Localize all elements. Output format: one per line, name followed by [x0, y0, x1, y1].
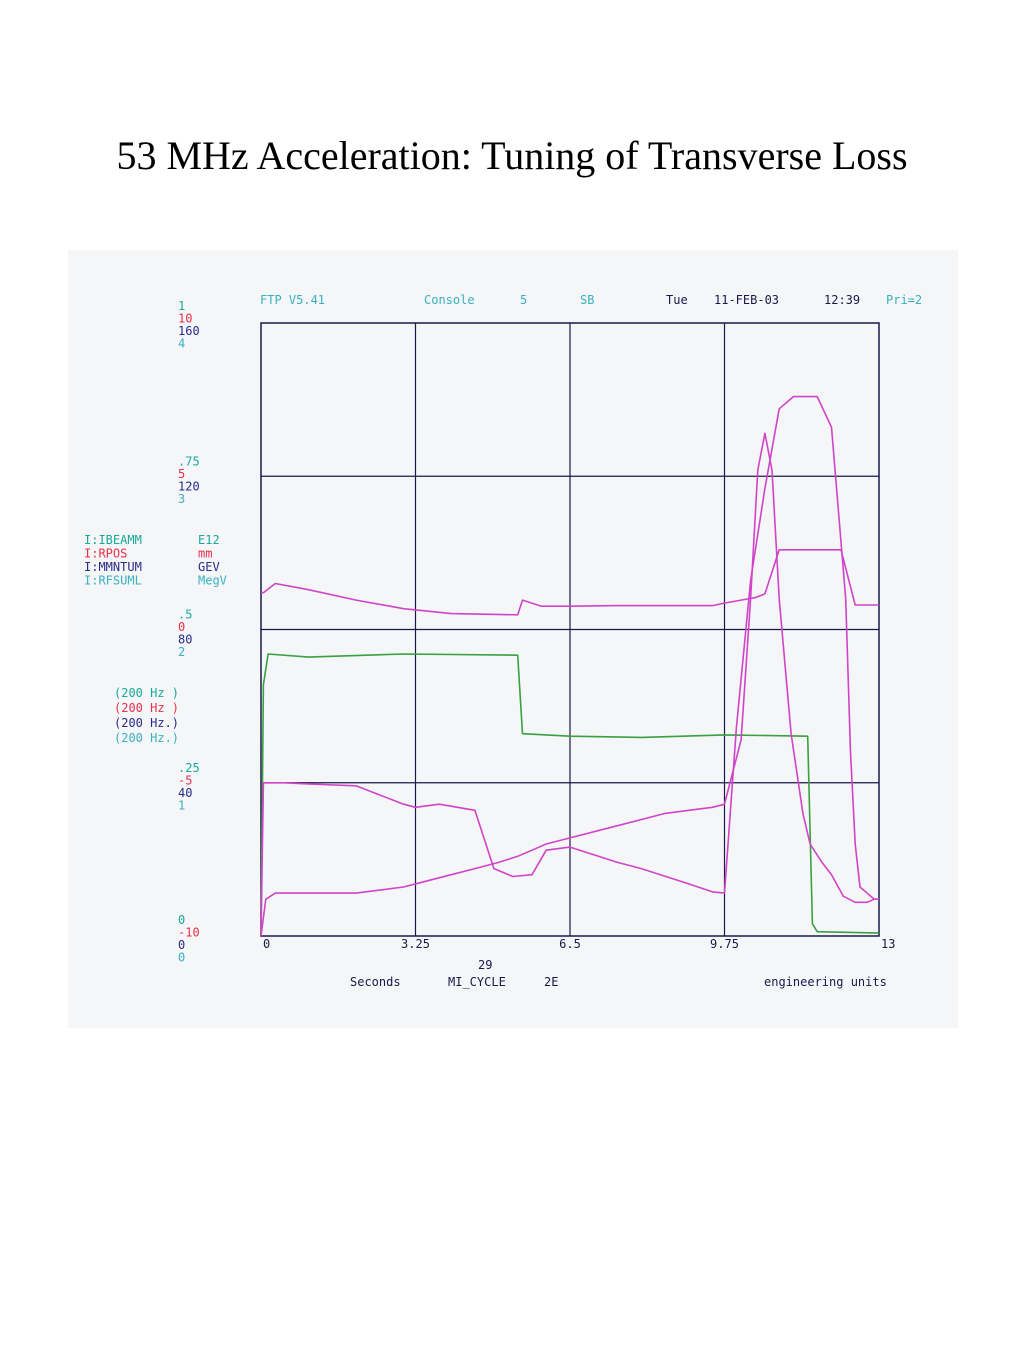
channel-name: I:RFSUML — [84, 574, 142, 588]
y-scale-label: 80 — [178, 633, 192, 647]
y-scale-label: 5 — [178, 467, 185, 481]
channel-unit: mm — [198, 547, 212, 561]
header-console: Console — [424, 293, 475, 307]
traces — [260, 395, 879, 937]
x-tick-label: 6.5 — [559, 937, 581, 951]
channel-legend: I:IBEAMM E12 I:RPOS mm I:MMNTUM GEV I:RFSUML Me… — [84, 533, 227, 588]
rate-legend: (200 Hz )(200 Hz )(200 Hz.)(200 Hz.) — [114, 686, 179, 745]
channel-rate: (200 Hz ) — [114, 686, 179, 700]
footer-seconds: Seconds — [350, 975, 401, 989]
y-scale-label: -5 — [178, 773, 192, 787]
y-scale-label: 2 — [178, 645, 185, 659]
trace-i-ibeamm — [261, 548, 879, 616]
x-tick-label: 3.25 — [401, 937, 430, 951]
x-tick-label: 9.75 — [710, 937, 739, 951]
header-version: FTP V5.41 — [260, 293, 325, 307]
header-pri: Pri=2 — [886, 293, 922, 307]
channel-name: I:MMNTUM — [84, 560, 142, 574]
channel-name: I:RPOS — [84, 547, 127, 561]
y-scale-label: 1 — [178, 798, 185, 812]
header-time: 12:39 — [824, 293, 860, 307]
x-tick-label: 13 — [881, 937, 895, 951]
footer-cycle-num: 29 — [478, 958, 492, 972]
trace-i-mmntum — [260, 432, 879, 937]
y-scale-label: .75 — [178, 454, 200, 468]
y-scale-label: 120 — [178, 479, 200, 493]
y-scale-label: 1 — [178, 299, 185, 313]
y-scale-label: 10 — [178, 312, 192, 326]
header-console-num: 5 — [520, 293, 527, 307]
plot-panel: FTP V5.41 Console 5 SB Tue 11-FEB-03 12:… — [68, 250, 958, 1028]
channel-unit: MegV — [198, 574, 227, 588]
y-scale-label: .25 — [178, 761, 200, 775]
y-scale-label: 0 — [178, 913, 185, 927]
y-scale-label: 3 — [178, 492, 185, 506]
y-scale-label: 0 — [178, 938, 185, 952]
channel-unit: GEV — [198, 560, 220, 574]
plot-grid — [260, 322, 880, 937]
footer-cycle-code: 2E — [544, 975, 558, 989]
trace-i-rpos — [260, 395, 879, 937]
footer-cycle: MI_CYCLE — [448, 975, 506, 989]
y-scale-label: .5 — [178, 608, 192, 622]
y-scale-label: 0 — [178, 620, 185, 634]
channel-rate: (200 Hz.) — [114, 731, 179, 745]
y-scale-label: -10 — [178, 926, 200, 940]
slide-title: 53 MHz Acceleration: Tuning of Transvers… — [116, 133, 908, 178]
y-scale-label: 0 — [178, 951, 185, 965]
header-sb: SB — [580, 293, 594, 307]
channel-rate: (200 Hz ) — [114, 701, 179, 715]
channel-unit: E12 — [198, 533, 220, 547]
channel-rate: (200 Hz.) — [114, 716, 179, 730]
x-tick-labels: 0 3.25 6.5 9.75 13 — [263, 937, 895, 951]
footer-units: engineering units — [764, 975, 887, 989]
x-tick-label: 0 — [263, 937, 270, 951]
y-scale-label: 40 — [178, 786, 192, 800]
header-date: 11-FEB-03 — [714, 293, 779, 307]
y-scale-label: 4 — [178, 337, 185, 351]
y-scale-label: 160 — [178, 324, 200, 338]
trace-i-rfsuml — [260, 653, 879, 937]
plot-svg: FTP V5.41 Console 5 SB Tue 11-FEB-03 12:… — [84, 293, 922, 989]
header-day: Tue — [666, 293, 688, 307]
channel-name: I:IBEAMM — [84, 533, 142, 547]
